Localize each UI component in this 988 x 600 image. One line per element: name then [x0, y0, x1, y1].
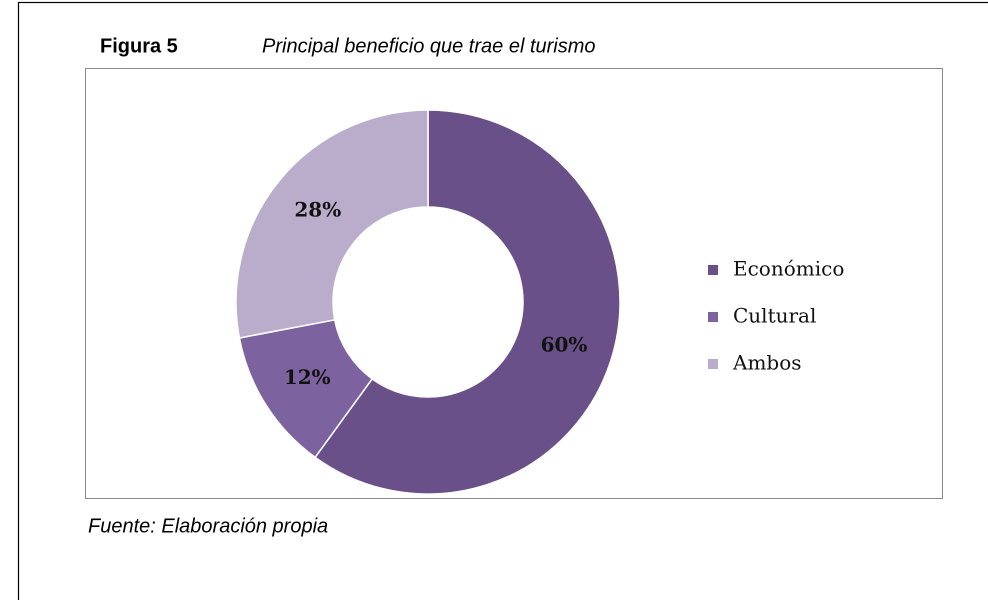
legend-label: Económico — [733, 257, 844, 281]
donut-slice — [235, 109, 429, 339]
legend-label: Cultural — [733, 304, 816, 328]
data-label: 60% — [541, 333, 588, 357]
data-label: 12% — [284, 365, 331, 389]
legend-swatch — [708, 265, 718, 275]
donut-slice — [314, 109, 621, 495]
legend-swatch — [708, 312, 718, 322]
figure-label: Figura 5 — [100, 35, 178, 57]
data-label: 28% — [294, 197, 341, 221]
page-border — [17, 1, 988, 600]
legend-swatch — [708, 359, 718, 369]
legend-label: Ambos — [732, 351, 802, 375]
source-note: Fuente: Elaboración propia — [88, 515, 328, 537]
chart-title: Principal beneficio que trae el turismo — [262, 35, 596, 57]
